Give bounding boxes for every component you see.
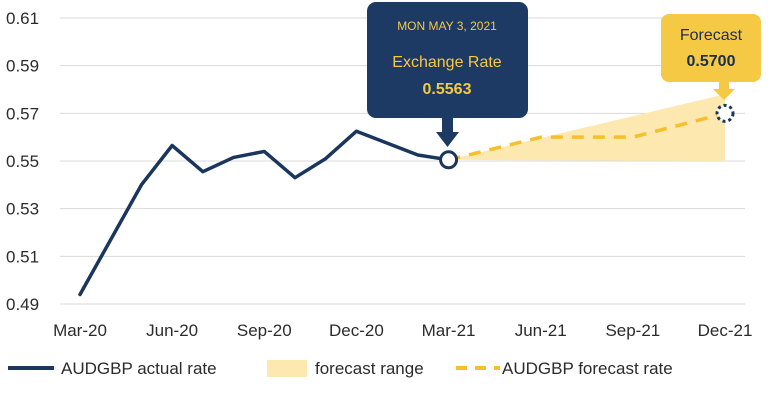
- y-tick-label: 0.49: [6, 295, 39, 314]
- y-tick-label: 0.55: [6, 152, 39, 171]
- y-tick-label: 0.53: [6, 200, 39, 219]
- tooltip-label: Exchange Rate: [392, 54, 502, 71]
- x-tick-label: Sep-20: [237, 321, 292, 340]
- series-lines: [78, 111, 726, 297]
- markers: [439, 103, 735, 170]
- x-tick-label: Sep-21: [605, 321, 660, 340]
- x-tick-label: Dec-21: [698, 321, 753, 340]
- x-tick-label: Dec-20: [329, 321, 384, 340]
- x-tick-label: Mar-21: [422, 321, 476, 340]
- forecast-callout-box: [661, 14, 761, 82]
- tooltip-date: MON MAY 3, 2021: [397, 19, 497, 33]
- y-tick-label: 0.51: [6, 247, 39, 266]
- y-axis-ticks: 0.49 0.51 0.53 0.55 0.57 0.59 0.61: [6, 9, 39, 314]
- legend: AUDGBP actual rate forecast range AUDGBP…: [8, 359, 673, 378]
- forecast-callout-pointer: [713, 89, 735, 100]
- x-axis-ticks: Mar-20 Jun-20 Sep-20 Dec-20 Mar-21 Jun-21 Sep-…: [53, 321, 752, 340]
- tooltip-pointer-stem: [442, 117, 453, 134]
- x-tick-label: Mar-20: [53, 321, 107, 340]
- tooltip-box: [367, 2, 528, 118]
- legend-label-forecast: AUDGBP forecast rate: [502, 359, 673, 378]
- y-tick-label: 0.61: [6, 9, 39, 28]
- forecast-callout-stem: [719, 81, 729, 90]
- y-tick-label: 0.59: [6, 57, 39, 76]
- forecast-callout-label: Forecast: [680, 27, 743, 44]
- actual-rate-line: [78, 129, 451, 297]
- forecast-point-marker: [715, 103, 735, 123]
- tooltip: MON MAY 3, 2021 Exchange Rate 0.5563: [367, 2, 528, 147]
- legend-label-actual: AUDGBP actual rate: [61, 359, 217, 378]
- legend-swatch-range: [267, 360, 307, 377]
- forecast-callout: Forecast 0.5700: [661, 14, 761, 100]
- x-tick-label: Jun-20: [146, 321, 198, 340]
- legend-label-range: forecast range: [315, 359, 424, 378]
- forecast-callout-value: 0.5700: [687, 53, 736, 70]
- tooltip-pointer-head: [436, 132, 459, 147]
- tooltip-value: 0.5563: [423, 81, 472, 98]
- y-tick-label: 0.57: [6, 104, 39, 123]
- current-point-marker: [439, 150, 459, 170]
- forecast-rate-line: [448, 111, 726, 162]
- x-tick-label: Jun-21: [515, 321, 567, 340]
